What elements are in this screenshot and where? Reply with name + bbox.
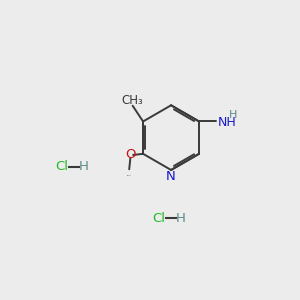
- Text: methyl: methyl: [127, 175, 132, 176]
- Text: Cl: Cl: [55, 160, 68, 173]
- Text: NH: NH: [218, 116, 236, 129]
- Text: H: H: [176, 212, 185, 225]
- Text: N: N: [166, 170, 176, 183]
- Text: O: O: [125, 148, 136, 161]
- Text: H: H: [78, 160, 88, 173]
- Text: H: H: [229, 110, 238, 120]
- Text: Cl: Cl: [152, 212, 165, 225]
- Text: CH₃: CH₃: [122, 94, 143, 107]
